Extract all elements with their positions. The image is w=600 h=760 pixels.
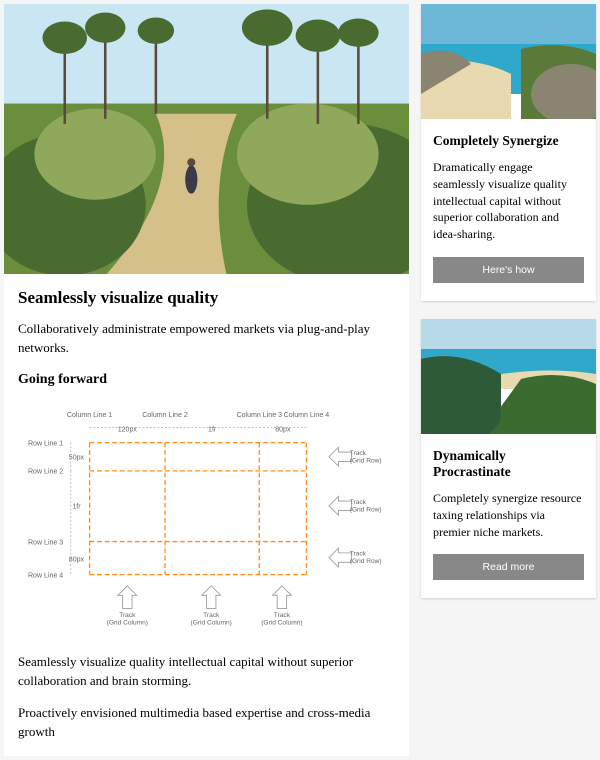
svg-text:(Grid Column): (Grid Column) [261,619,302,626]
card-body: Dynamically Procrastinate Completely syn… [421,434,596,598]
svg-text:Row Line 2: Row Line 2 [28,468,63,475]
svg-text:(Grid Column): (Grid Column) [191,619,232,626]
svg-text:Track: Track [274,612,291,619]
svg-text:(Grid Row): (Grid Row) [350,558,382,565]
svg-text:(Grid Row): (Grid Row) [350,457,382,464]
svg-text:Track: Track [350,450,367,457]
svg-text:Column Line 2: Column Line 2 [142,412,188,419]
svg-text:Column Line 4: Column Line 4 [284,412,330,419]
article-para-1: Seamlessly visualize quality intellectua… [18,653,395,691]
card-title: Completely Synergize [433,133,584,149]
main-article: Seamlessly visualize quality Collaborati… [4,4,409,756]
svg-text:Row Line 4: Row Line 4 [28,572,63,579]
hero-image [4,4,409,274]
card-text: Dramatically engage seamlessly visualize… [433,159,584,243]
svg-text:Row Line 3: Row Line 3 [28,539,63,546]
svg-text:80px: 80px [69,556,85,563]
card-image [421,4,596,119]
svg-text:Track: Track [350,550,367,557]
svg-text:Track: Track [203,612,220,619]
svg-text:1fr: 1fr [72,503,81,510]
card-button[interactable]: Here's how [433,257,584,283]
article-para-2: Proactively envisioned multimedia based … [18,704,395,742]
card-button[interactable]: Read more [433,554,584,580]
svg-text:Row Line 1: Row Line 1 [28,440,63,447]
article-subhead: Going forward [18,372,395,388]
svg-text:(Grid Column): (Grid Column) [107,619,148,626]
card-synergize: Completely Synergize Dramatically engage… [421,4,596,301]
svg-text:Column Line 3: Column Line 3 [237,412,283,419]
sidebar: Completely Synergize Dramatically engage… [421,4,596,756]
card-body: Completely Synergize Dramatically engage… [421,119,596,301]
svg-text:(Grid Row): (Grid Row) [350,506,382,513]
card-procrastinate: Dynamically Procrastinate Completely syn… [421,319,596,598]
article-body: Seamlessly visualize quality Collaborati… [4,274,409,742]
svg-text:Track: Track [350,499,367,506]
grid-diagram: Column Line 1 Column Line 2 Column Line … [18,398,395,638]
card-text: Completely synergize resource taxing rel… [433,490,584,540]
article-intro: Collaboratively administrate empowered m… [18,320,395,358]
svg-text:Track: Track [119,612,136,619]
card-image [421,319,596,434]
article-title: Seamlessly visualize quality [18,288,395,308]
svg-text:50px: 50px [69,454,85,461]
card-title: Dynamically Procrastinate [433,448,584,480]
svg-text:Column Line 1: Column Line 1 [67,412,113,419]
